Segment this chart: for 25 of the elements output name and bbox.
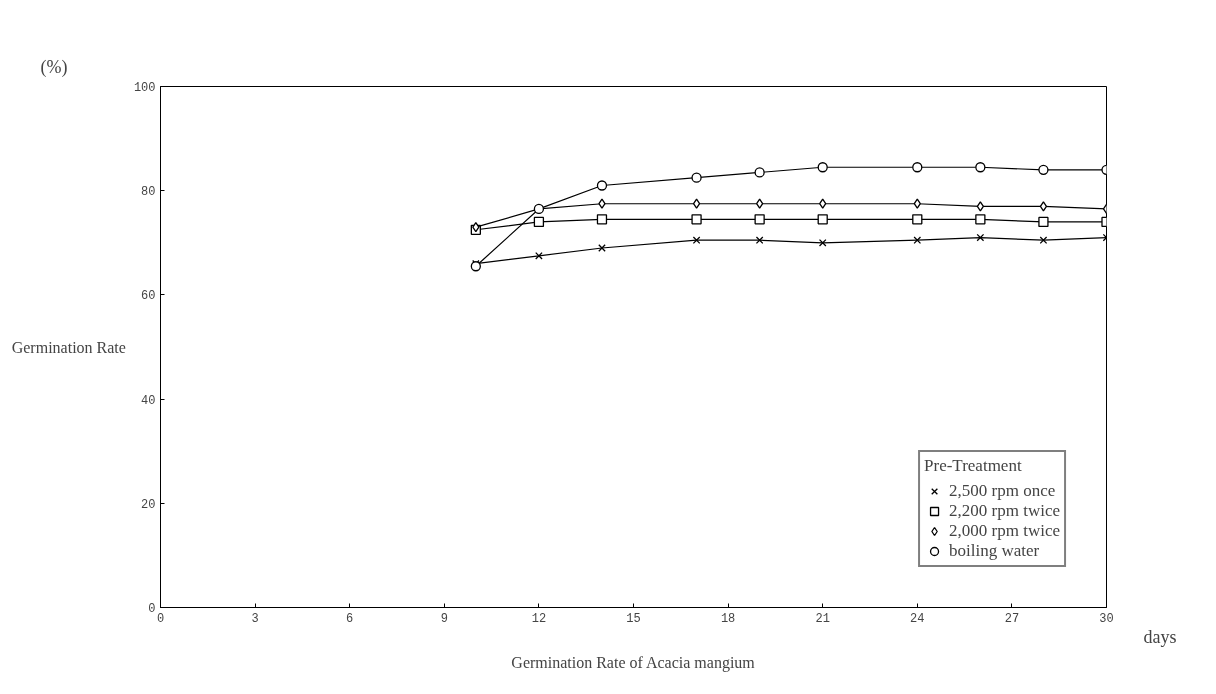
x-axis-title: days [1143, 626, 1177, 647]
x-tick-label: 9 [440, 611, 448, 626]
y-tick-label: 80 [141, 185, 156, 200]
x-tick-label: 6 [346, 611, 354, 626]
legend-label: 2,200 rpm twice [949, 501, 1060, 521]
legend-label: 2,500 rpm once [949, 481, 1056, 501]
y-tick-label: 0 [148, 602, 156, 616]
x-tick-label: 30 [1099, 611, 1114, 626]
x-tick-label: 3 [251, 611, 259, 626]
y-tick-label: 100 [133, 81, 156, 95]
x-tick-label: 15 [626, 611, 641, 626]
y-axis-title: Germination Rate [11, 338, 126, 356]
x-tick-label: 12 [531, 611, 547, 626]
legend-label: 2,000 rpm twice [949, 521, 1060, 541]
x-tick-label: 27 [1004, 611, 1020, 626]
y-tick-label: 40 [141, 393, 156, 408]
x-tick-label: 18 [720, 611, 736, 626]
x-tick-label: 21 [815, 611, 830, 626]
y-tick-label: 20 [141, 497, 156, 512]
x-tick-label: 24 [910, 611, 925, 626]
y-tick-label: 60 [141, 289, 156, 304]
legend-label: boiling water [949, 541, 1040, 561]
text: Germination Rate of Acacia mangium [511, 653, 756, 672]
legend-title: Pre-Treatment [924, 456, 1023, 476]
text: (%) [40, 56, 68, 78]
